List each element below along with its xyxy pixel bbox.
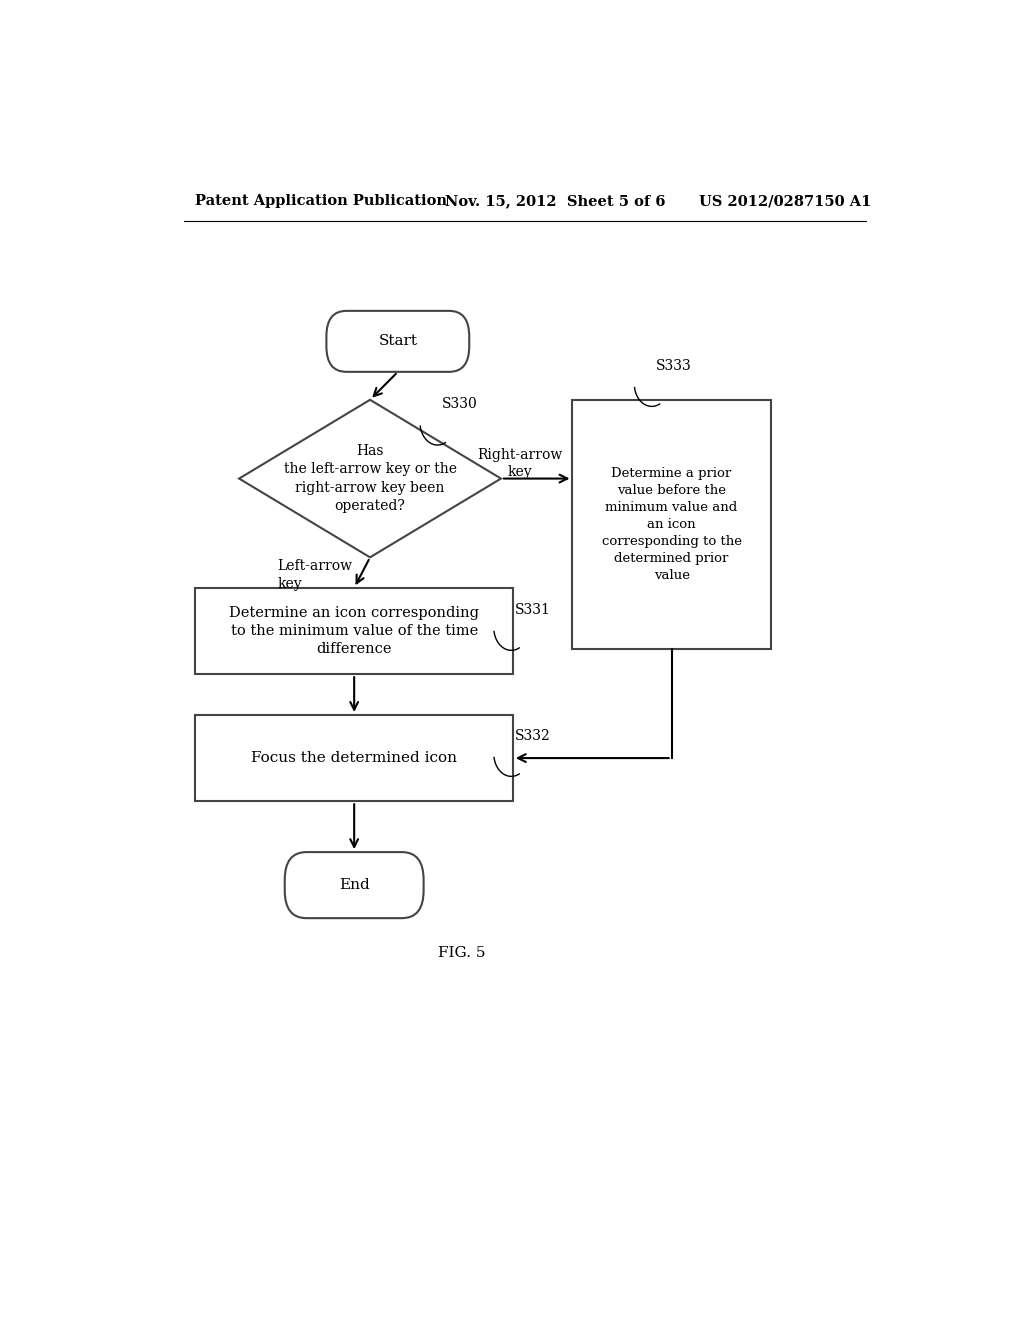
Text: Determine a prior
value before the
minimum value and
an icon
corresponding to th: Determine a prior value before the minim…	[602, 467, 741, 582]
FancyBboxPatch shape	[285, 853, 424, 919]
Bar	[572, 400, 771, 649]
Text: S330: S330	[441, 397, 477, 412]
Text: Nov. 15, 2012  Sheet 5 of 6: Nov. 15, 2012 Sheet 5 of 6	[445, 194, 666, 209]
Polygon shape	[239, 400, 501, 557]
Text: Patent Application Publication: Patent Application Publication	[196, 194, 447, 209]
Text: FIG. 5: FIG. 5	[437, 946, 485, 960]
Text: S331: S331	[515, 603, 551, 616]
Text: Left-arrow
key: Left-arrow key	[278, 560, 352, 591]
Text: Right-arrow
key: Right-arrow key	[477, 447, 562, 479]
Bar	[196, 587, 513, 675]
Text: US 2012/0287150 A1: US 2012/0287150 A1	[699, 194, 871, 209]
Text: End: End	[339, 878, 370, 892]
Text: Determine an icon corresponding
to the minimum value of the time
difference: Determine an icon corresponding to the m…	[229, 606, 479, 656]
Text: Focus the determined icon: Focus the determined icon	[251, 751, 457, 766]
FancyBboxPatch shape	[327, 312, 469, 372]
Text: S332: S332	[515, 729, 551, 743]
Bar	[196, 715, 513, 801]
Text: Start: Start	[378, 334, 418, 348]
Text: Has
the left-arrow key or the
right-arrow key been
operated?: Has the left-arrow key or the right-arro…	[284, 444, 457, 513]
Text: S333: S333	[655, 359, 691, 372]
